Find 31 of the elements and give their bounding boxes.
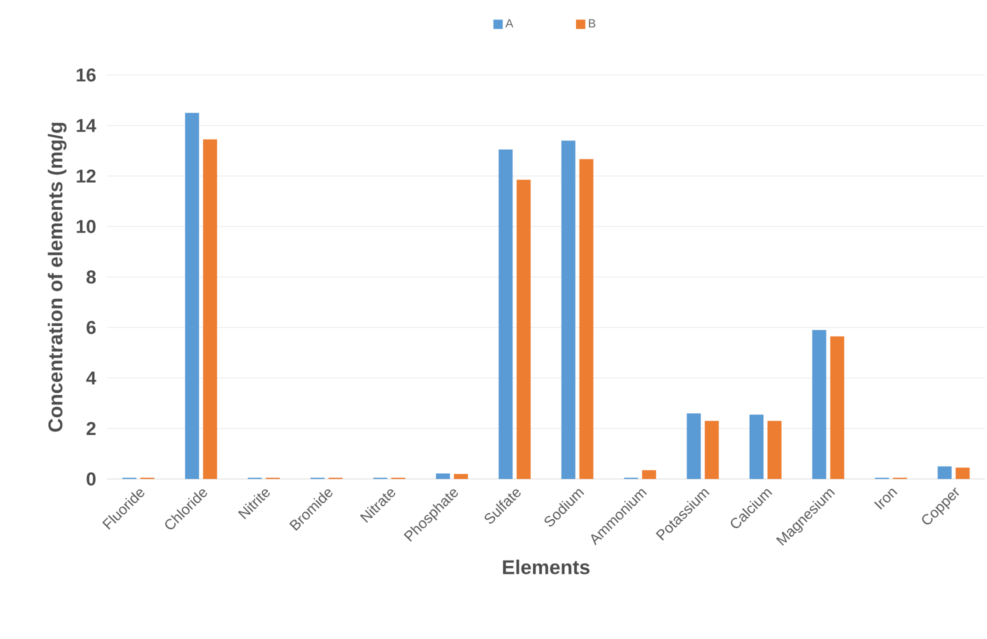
bar (203, 139, 218, 479)
bar (812, 330, 826, 479)
x-tick-label: Iron (874, 488, 898, 510)
y-axis-title: Concentration of elements (mg/g (48, 122, 67, 432)
legend-label: B (588, 19, 596, 28)
bar (768, 420, 782, 479)
bar (830, 336, 844, 479)
bar (498, 149, 513, 479)
bar (516, 180, 531, 479)
legend-label: A (505, 19, 514, 28)
bar (185, 112, 200, 479)
x-axis-title: Elements (503, 560, 590, 574)
bar (686, 413, 701, 479)
y-tick-label: 12 (76, 169, 96, 182)
bar (704, 420, 719, 479)
y-tick-label: 16 (76, 68, 96, 82)
bar (938, 466, 952, 479)
bar (561, 140, 576, 479)
bar (642, 470, 656, 479)
y-tick-label: 0 (86, 472, 96, 486)
bar (956, 468, 970, 479)
bar (436, 473, 450, 479)
bar (750, 414, 764, 479)
y-tick-label: 8 (86, 270, 96, 284)
y-tick-label: 4 (86, 372, 96, 384)
y-tick-label: 6 (86, 320, 96, 334)
y-tick-label: 2 (86, 422, 96, 435)
bar (579, 159, 594, 479)
y-tick-label: 10 (76, 220, 96, 234)
bar (454, 474, 468, 479)
y-tick-label: 14 (76, 119, 96, 132)
